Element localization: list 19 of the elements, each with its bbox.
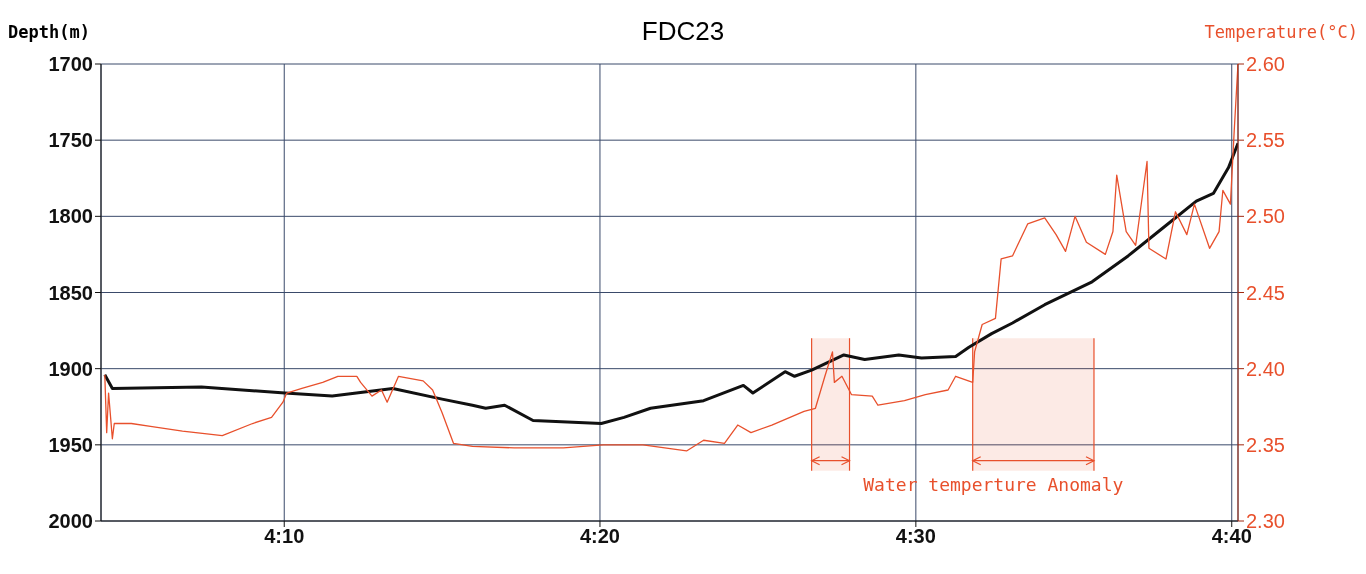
x-tick-label: 4:10 <box>264 525 305 548</box>
y-axis-title: Depth(m) <box>8 22 90 42</box>
y2-axis-title: Temperature(°C) <box>1204 22 1358 42</box>
y-tick-label: 1800 <box>48 205 93 228</box>
y-tick-label: 1750 <box>48 129 93 152</box>
y2-tick-label: 2.40 <box>1246 357 1285 380</box>
y-tick-label: 1950 <box>48 433 93 456</box>
y2-tick-label: 2.45 <box>1246 281 1285 304</box>
y-tick-label: 1900 <box>48 357 93 380</box>
x-tick-label: 4:30 <box>895 525 936 548</box>
y2-tick-label: 2.55 <box>1246 129 1285 152</box>
y-tick-label: 1850 <box>48 281 93 304</box>
y2-tick-label: 2.50 <box>1246 205 1285 228</box>
chart-title: FDC23 <box>641 16 725 46</box>
y-tick-label: 1700 <box>48 53 93 76</box>
y2-tick-label: 2.35 <box>1246 433 1285 456</box>
y2-tick-label: 2.60 <box>1246 53 1285 76</box>
y-tick-label: 2000 <box>48 510 93 533</box>
x-tick-label: 4:20 <box>579 525 620 548</box>
